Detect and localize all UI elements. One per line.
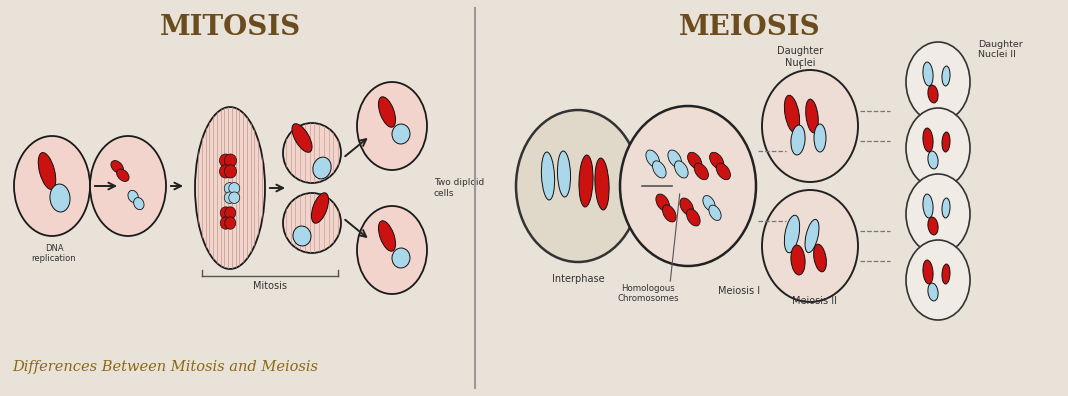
Ellipse shape <box>814 244 827 272</box>
Ellipse shape <box>942 198 951 218</box>
Ellipse shape <box>195 107 265 269</box>
Ellipse shape <box>378 97 395 127</box>
Ellipse shape <box>111 161 124 173</box>
Ellipse shape <box>814 124 826 152</box>
Ellipse shape <box>378 221 395 251</box>
Ellipse shape <box>312 193 329 223</box>
Ellipse shape <box>784 95 800 133</box>
Ellipse shape <box>293 226 311 246</box>
Ellipse shape <box>703 196 716 211</box>
Ellipse shape <box>116 169 129 181</box>
Ellipse shape <box>942 132 951 152</box>
Ellipse shape <box>392 124 410 144</box>
Ellipse shape <box>220 207 232 219</box>
Ellipse shape <box>656 194 670 211</box>
Ellipse shape <box>283 193 341 253</box>
Ellipse shape <box>224 165 236 178</box>
Ellipse shape <box>928 151 938 169</box>
Ellipse shape <box>541 152 554 200</box>
Text: MITOSIS: MITOSIS <box>159 14 300 41</box>
Ellipse shape <box>224 154 236 167</box>
Ellipse shape <box>942 66 951 86</box>
Ellipse shape <box>923 194 933 218</box>
Ellipse shape <box>283 123 341 183</box>
Text: Daughter
Nuclei: Daughter Nuclei <box>776 46 823 68</box>
Ellipse shape <box>928 85 938 103</box>
Text: Meiosis II: Meiosis II <box>792 296 837 306</box>
Text: Meiosis I: Meiosis I <box>718 286 760 296</box>
Ellipse shape <box>805 219 819 253</box>
Ellipse shape <box>675 161 688 178</box>
Ellipse shape <box>662 205 676 222</box>
Text: Differences Between Mitosis and Meiosis: Differences Between Mitosis and Meiosis <box>12 360 318 374</box>
Ellipse shape <box>923 62 933 86</box>
Ellipse shape <box>128 190 139 202</box>
Ellipse shape <box>709 152 724 169</box>
Ellipse shape <box>791 125 805 155</box>
Ellipse shape <box>668 150 681 167</box>
Text: MEIOSIS: MEIOSIS <box>679 14 821 41</box>
Ellipse shape <box>392 248 410 268</box>
Ellipse shape <box>906 174 970 254</box>
Ellipse shape <box>557 151 570 197</box>
Ellipse shape <box>229 183 239 194</box>
Ellipse shape <box>761 70 858 182</box>
Ellipse shape <box>50 184 70 212</box>
Ellipse shape <box>90 136 166 236</box>
Ellipse shape <box>923 128 933 152</box>
Ellipse shape <box>516 110 640 262</box>
Ellipse shape <box>313 157 331 179</box>
Ellipse shape <box>224 217 236 229</box>
Ellipse shape <box>688 152 702 169</box>
Text: Daughter
Nuclei II: Daughter Nuclei II <box>978 40 1023 59</box>
Ellipse shape <box>784 215 800 253</box>
Ellipse shape <box>38 152 56 189</box>
Ellipse shape <box>928 217 938 235</box>
Ellipse shape <box>694 163 708 180</box>
Text: DNA
replication: DNA replication <box>32 244 76 263</box>
Ellipse shape <box>717 163 731 180</box>
Text: Interphase: Interphase <box>552 274 604 284</box>
Text: Mitosis: Mitosis <box>253 281 287 291</box>
Ellipse shape <box>14 136 90 236</box>
Ellipse shape <box>791 245 805 275</box>
Ellipse shape <box>906 240 970 320</box>
Ellipse shape <box>134 198 144 209</box>
Ellipse shape <box>942 264 951 284</box>
Ellipse shape <box>224 192 235 204</box>
Ellipse shape <box>709 205 721 221</box>
Ellipse shape <box>680 198 693 215</box>
Ellipse shape <box>621 106 756 266</box>
Ellipse shape <box>906 108 970 188</box>
Ellipse shape <box>646 150 660 167</box>
Ellipse shape <box>595 158 609 210</box>
Text: Homologous
Chromosomes: Homologous Chromosomes <box>617 284 679 303</box>
Ellipse shape <box>220 154 232 167</box>
Ellipse shape <box>653 161 666 178</box>
Ellipse shape <box>928 283 938 301</box>
Ellipse shape <box>220 217 232 229</box>
Ellipse shape <box>357 206 427 294</box>
Ellipse shape <box>229 192 239 204</box>
Ellipse shape <box>687 209 701 226</box>
Ellipse shape <box>923 260 933 284</box>
Ellipse shape <box>579 155 593 207</box>
Ellipse shape <box>906 42 970 122</box>
Ellipse shape <box>224 207 236 219</box>
Text: Two diploid
cells: Two diploid cells <box>434 178 484 198</box>
Ellipse shape <box>292 124 312 152</box>
Ellipse shape <box>224 183 235 194</box>
Ellipse shape <box>357 82 427 170</box>
Ellipse shape <box>805 99 818 133</box>
Ellipse shape <box>220 165 232 178</box>
Ellipse shape <box>761 190 858 302</box>
